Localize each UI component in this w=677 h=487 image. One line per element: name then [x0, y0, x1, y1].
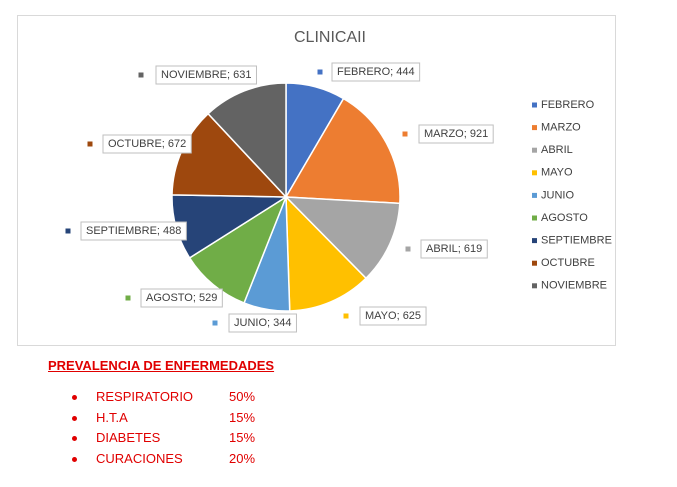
legend-label: NOVIEMBRE: [541, 280, 607, 292]
label-marker: [405, 246, 411, 252]
legend-label: AGOSTO: [541, 212, 588, 224]
list-item: H.T.A 15%: [48, 408, 348, 429]
list-item: RESPIRATORIO 50%: [48, 387, 348, 408]
legend-swatch: [532, 125, 537, 131]
legend-swatch: [532, 238, 537, 244]
item-name: H.T.A: [96, 409, 128, 425]
label-box: [228, 313, 297, 333]
legend-label: SEPTIEMBRE: [541, 235, 612, 247]
pie-slice: [207, 82, 287, 199]
data-label: SEPTIEMBRE; 488: [86, 225, 181, 237]
data-label: MAYO; 625: [365, 310, 421, 322]
legend-swatch: [532, 260, 537, 266]
legend-label: MAYO: [541, 167, 573, 179]
legend-label: MARZO: [541, 122, 581, 134]
legend-swatch: [532, 170, 537, 176]
chart-title: CLINICAII: [294, 29, 366, 46]
legend-swatch: [532, 215, 537, 221]
label-marker: [87, 141, 93, 147]
label-marker: [125, 295, 131, 301]
pie-slice: [284, 97, 401, 205]
prevalence-section: PREVALENCIA DE ENFERMEDADES RESPIRATORIO…: [48, 358, 348, 469]
legend-swatch: [532, 102, 537, 108]
data-label: FEBRERO; 444: [337, 66, 415, 78]
item-percent: 20%: [229, 450, 256, 466]
section-heading: PREVALENCIA DE ENFERMEDADES: [48, 358, 275, 373]
data-label: ABRIL; 619: [426, 243, 482, 255]
item-percent: 15%: [229, 430, 256, 445]
pie-slice: [285, 195, 368, 312]
label-box: [140, 288, 223, 308]
label-box: [418, 124, 494, 144]
label-marker: [65, 228, 71, 234]
data-label: OCTUBRE; 672: [108, 138, 186, 150]
item-name: DIABETES: [96, 430, 161, 445]
data-label: AGOSTO; 529: [146, 292, 217, 304]
item-percent: 50%: [229, 389, 256, 404]
label-marker: [402, 131, 408, 137]
item-percent: 15%: [229, 409, 256, 425]
label-box: [155, 65, 257, 85]
prevalence-list: RESPIRATORIO 50% H.T.A 15% DIABETES 15% CURACI…: [48, 387, 348, 469]
data-label: MARZO; 921: [424, 128, 488, 140]
legend-label: JUNIO: [541, 189, 574, 201]
label-marker: [212, 320, 218, 326]
item-name: RESPIRATORIO: [96, 389, 194, 404]
label-box: [80, 221, 187, 241]
list-item: CURACIONES 20%: [48, 449, 348, 470]
data-label: JUNIO; 344: [234, 317, 291, 329]
label-marker: [138, 72, 144, 78]
label-box: [102, 134, 192, 154]
legend-label: FEBRERO: [541, 99, 595, 111]
list-item: DIABETES 15%: [48, 428, 348, 449]
legend-swatch: [532, 147, 537, 153]
label-marker: [343, 313, 349, 319]
data-label: NOVIEMBRE; 631: [161, 69, 251, 81]
legend-swatch: [532, 192, 537, 198]
legend-swatch: [532, 283, 537, 289]
label-box: [331, 62, 421, 82]
pie-slice: [284, 196, 401, 280]
legend-label: OCTUBRE: [541, 257, 595, 269]
legend-label: ABRIL: [541, 144, 573, 156]
label-box: [359, 306, 427, 326]
item-name: CURACIONES: [96, 450, 183, 466]
label-marker: [317, 69, 323, 75]
label-box: [420, 239, 488, 259]
pie-slice: [188, 195, 288, 304]
